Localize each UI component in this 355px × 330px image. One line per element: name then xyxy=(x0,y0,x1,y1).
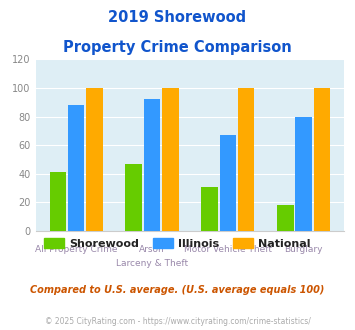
Text: 2019 Shorewood: 2019 Shorewood xyxy=(108,10,247,25)
Bar xyxy=(295,116,312,231)
Bar xyxy=(238,88,255,231)
Bar xyxy=(68,105,84,231)
Text: Arson: Arson xyxy=(139,245,165,254)
Bar xyxy=(50,172,66,231)
Bar xyxy=(219,135,236,231)
Legend: Shorewood, Illinois, National: Shorewood, Illinois, National xyxy=(40,234,315,253)
Bar xyxy=(125,164,142,231)
Text: © 2025 CityRating.com - https://www.cityrating.com/crime-statistics/: © 2025 CityRating.com - https://www.city… xyxy=(45,317,310,326)
Bar xyxy=(277,205,294,231)
Text: Motor Vehicle Theft: Motor Vehicle Theft xyxy=(184,245,272,254)
Text: Compared to U.S. average. (U.S. average equals 100): Compared to U.S. average. (U.S. average … xyxy=(30,285,325,295)
Bar xyxy=(201,187,218,231)
Bar xyxy=(86,88,103,231)
Bar xyxy=(144,99,160,231)
Text: Larceny & Theft: Larceny & Theft xyxy=(116,259,188,268)
Text: All Property Crime: All Property Crime xyxy=(35,245,118,254)
Bar xyxy=(313,88,330,231)
Text: Property Crime Comparison: Property Crime Comparison xyxy=(63,40,292,54)
Text: Burglary: Burglary xyxy=(284,245,323,254)
Bar xyxy=(162,88,179,231)
